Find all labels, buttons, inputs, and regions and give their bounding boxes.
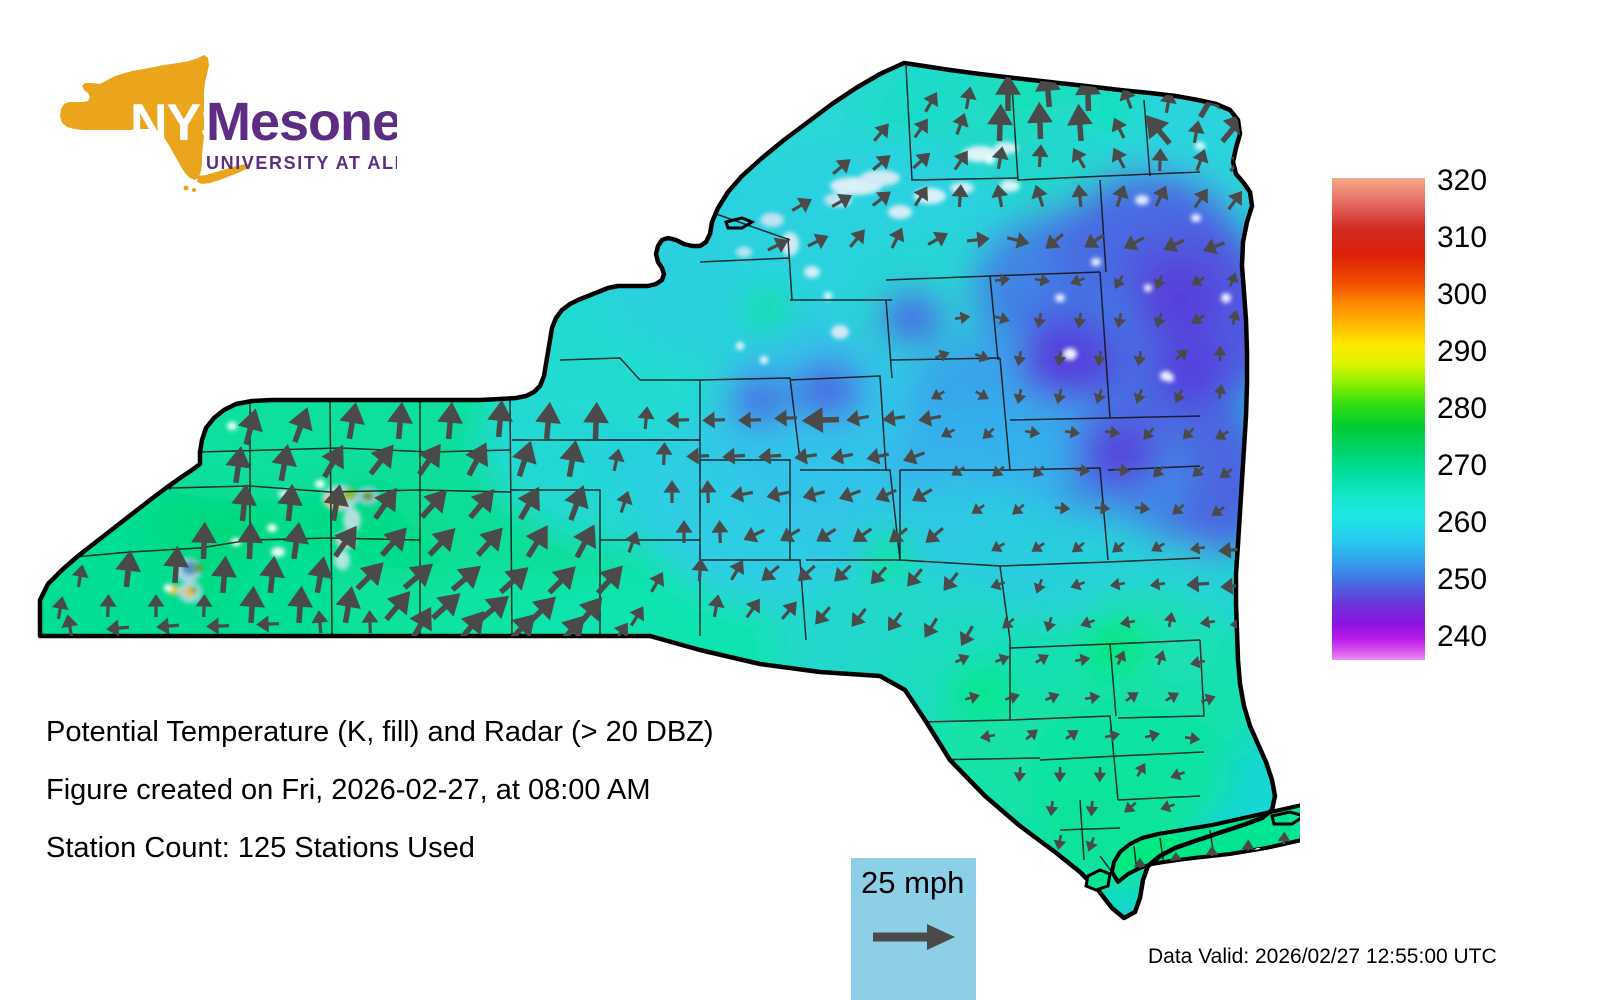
nys-state-silhouette: [60, 55, 251, 192]
colorbar-tick-260: 260: [1437, 506, 1488, 539]
wind-scale-arrow-icon: [871, 920, 961, 954]
temperature-colorbar: 320 310 300 290 280 270 260 250 240: [1332, 166, 1582, 668]
caption-title: Potential Temperature (K, fill) and Rada…: [46, 716, 714, 748]
wind-scale-label: 25 mph: [861, 865, 965, 900]
colorbar-tick-250: 250: [1437, 563, 1488, 596]
figure-caption-block: Potential Temperature (K, fill) and Rada…: [46, 718, 866, 892]
data-valid-timestamp: Data Valid: 2026/02/27 12:55:00 UTC: [1148, 945, 1497, 968]
colorbar-tick-300: 300: [1437, 278, 1488, 311]
colorbar-gradient-bar: [1332, 178, 1425, 660]
new-york-state-map: [37, 60, 1300, 921]
colorbar-tick-310: 310: [1437, 221, 1488, 254]
colorbar-tick-320: 320: [1437, 164, 1488, 197]
colorbar-tick-240: 240: [1437, 620, 1488, 653]
logo-subtitle-text: UNIVERSITY AT ALBANY: [206, 153, 397, 173]
caption-created: Figure created on Fri, 2026-02-27, at 08…: [46, 774, 651, 806]
colorbar-tick-270: 270: [1437, 449, 1488, 482]
colorbar-tick-280: 280: [1437, 392, 1488, 425]
state-outline: [37, 60, 1278, 921]
logo-nys-text: NYS: [130, 94, 234, 152]
wind-scale-legend: 25 mph: [851, 858, 976, 1000]
colorbar-tick-290: 290: [1437, 335, 1488, 368]
logo-mesonet-text: Mesonet: [206, 92, 397, 152]
nys-mesonet-logo: NYS Mesonet UNIVERSITY AT ALBANY: [52, 52, 397, 197]
long-island-outline: [1084, 803, 1300, 892]
caption-stations: Station Count: 125 Stations Used: [46, 832, 475, 864]
